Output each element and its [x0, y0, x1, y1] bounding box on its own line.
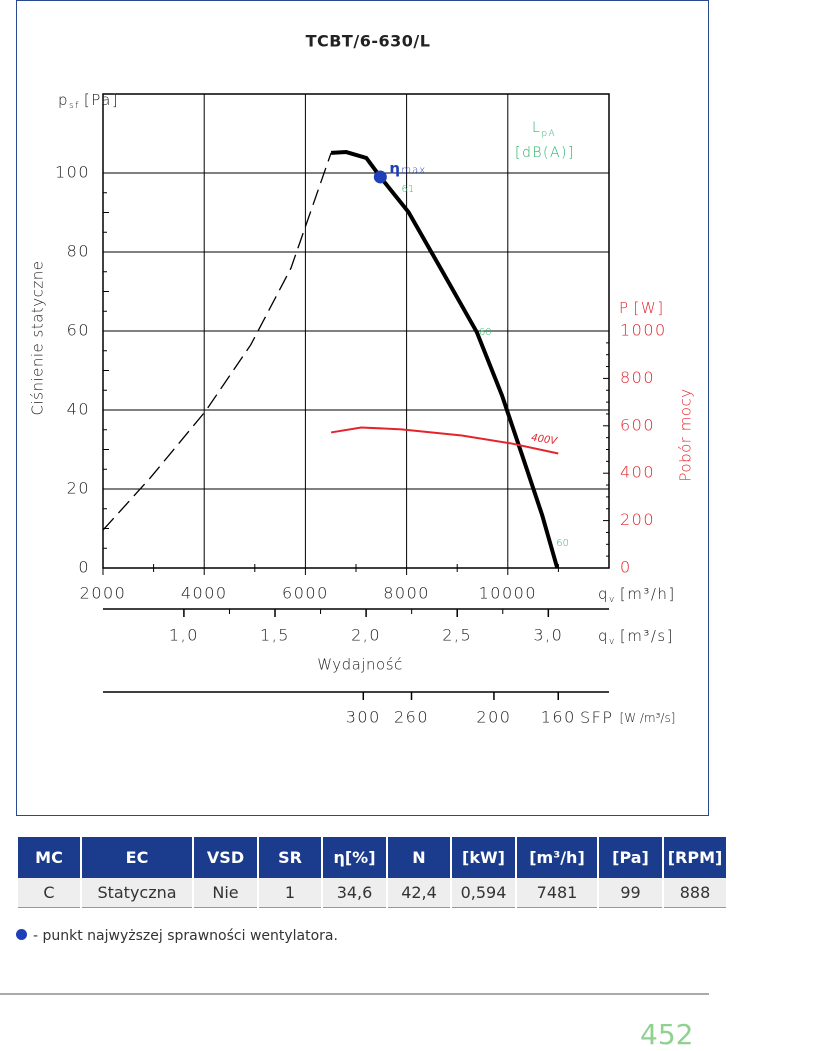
- table-cell: 7481: [516, 878, 599, 908]
- axis-symbol: P: [619, 299, 630, 317]
- sfp-unit: [W /m³/s]: [620, 711, 676, 725]
- y2-tick-label: 600: [620, 415, 655, 434]
- x-tick-label: 10000: [479, 584, 537, 603]
- table-header-cell: [Pa]: [598, 837, 664, 878]
- axis-subscript: v: [609, 595, 616, 605]
- axis-unit: [Pa]: [84, 91, 119, 109]
- table-cell: 99: [598, 878, 664, 908]
- y-tick-label: 80: [67, 242, 90, 261]
- table-cell: 42,4: [387, 878, 452, 908]
- eta-symbol: η: [389, 159, 401, 177]
- x-tick-label: 2000: [80, 584, 127, 603]
- axis-symbol: q: [598, 585, 609, 603]
- sfp-label: SFP [W /m³/s]: [580, 708, 675, 727]
- axis-label: P [W]: [619, 299, 665, 317]
- axis-unit: [W]: [634, 299, 665, 317]
- axis-symbol: p: [58, 91, 69, 109]
- axis-label: qv [m³/s]: [598, 627, 674, 647]
- x-title: Wydajność: [317, 656, 403, 674]
- axis-label: psf [Pa]: [58, 91, 119, 111]
- series-line: [102, 152, 332, 531]
- x-tick-label: 8000: [383, 584, 430, 603]
- y2-tick-label: 400: [620, 463, 655, 482]
- noise-value: 61: [402, 184, 415, 195]
- x2-tick-label: 2,5: [442, 626, 472, 645]
- x2-tick-label: 1,0: [169, 626, 199, 645]
- noise-value: 60: [479, 327, 492, 338]
- table-cell: 888: [663, 878, 728, 908]
- x-tick-label: 4000: [181, 584, 228, 603]
- table-header-cell: [m³/h]: [516, 837, 599, 878]
- noise-symbol: L: [532, 120, 541, 136]
- x-tick-label: 6000: [282, 584, 329, 603]
- table-header-cell: N: [387, 837, 452, 878]
- table-header-cell: [kW]: [451, 837, 517, 878]
- sfp-tick-label: 260: [394, 708, 429, 727]
- table-header-cell: [RPM]: [663, 837, 728, 878]
- x2-tick-label: 1,5: [260, 626, 290, 645]
- y-title: Ciśnienie statyczne: [29, 260, 47, 415]
- data-table: MC EC VSD SR η[%] N [kW] [m³/h] [Pa] [RPM] C Statyc…: [18, 837, 728, 908]
- table-row: C Statyczna Nie 1 34,6 42,4 0,594 7481 99 888: [18, 878, 728, 908]
- table-header-cell: η[%]: [322, 837, 388, 878]
- axis-unit: [m³/h]: [620, 585, 676, 603]
- y2-tick-label: 1000: [620, 321, 667, 340]
- y-tick-label: 20: [67, 479, 90, 498]
- table-header-cell: EC: [81, 837, 194, 878]
- y-tick-label: 100: [55, 163, 90, 182]
- axis-subscript: sf: [69, 101, 80, 111]
- table-cell: Statyczna: [81, 878, 194, 908]
- axis-unit: [m³/s]: [620, 627, 674, 645]
- noise-unit: [dB(A)]: [515, 145, 575, 161]
- table-cell: Nie: [193, 878, 259, 908]
- series-line: [331, 150, 560, 569]
- y-tick-label: 0: [78, 558, 90, 577]
- y-tick-label: 40: [67, 400, 90, 419]
- table-header-cell: VSD: [193, 837, 259, 878]
- chart-title: TCBT/6-630/L: [306, 32, 431, 51]
- series-line: [330, 426, 559, 455]
- noise-subscript: pA: [541, 129, 556, 139]
- y2-tick-label: 0: [620, 558, 632, 577]
- table-cell: 0,594: [451, 878, 517, 908]
- footnote: - punkt najwyższej sprawności wentylator…: [16, 928, 338, 944]
- table-header-cell: MC: [18, 837, 82, 878]
- y-tick-label: 60: [67, 321, 90, 340]
- table-cell: 34,6: [322, 878, 388, 908]
- eta-max-point: [373, 170, 387, 184]
- table-cell: 1: [258, 878, 323, 908]
- table-cell: C: [18, 878, 82, 908]
- power-label: 400V: [530, 433, 558, 448]
- sfp-tick-label: 160: [541, 708, 576, 727]
- chart: TCBT/6-630/L 020406080100020040060080010…: [0, 0, 709, 995]
- x2-tick-label: 2,0: [351, 626, 381, 645]
- y2-tick-label: 800: [620, 368, 655, 387]
- sfp-tick-label: 200: [476, 708, 511, 727]
- legend-dot: [16, 929, 27, 940]
- x2-tick-label: 3,0: [533, 626, 563, 645]
- sfp-tick-label: 300: [346, 708, 381, 727]
- sfp-name: SFP: [580, 708, 614, 727]
- axis-label: qv [m³/h]: [598, 585, 676, 605]
- axis-symbol: q: [598, 627, 609, 645]
- axis-subscript: v: [609, 637, 616, 647]
- y2-title: Pobór mocy: [677, 388, 695, 481]
- table-header-cell: SR: [258, 837, 323, 878]
- y2-tick-label: 200: [620, 510, 655, 529]
- eta-label: max: [401, 165, 426, 176]
- footnote-text: - punkt najwyższej sprawności wentylator…: [33, 928, 338, 944]
- chart-frame: [16, 0, 709, 816]
- noise-label: LpA: [532, 120, 556, 139]
- noise-value: 60: [556, 538, 569, 549]
